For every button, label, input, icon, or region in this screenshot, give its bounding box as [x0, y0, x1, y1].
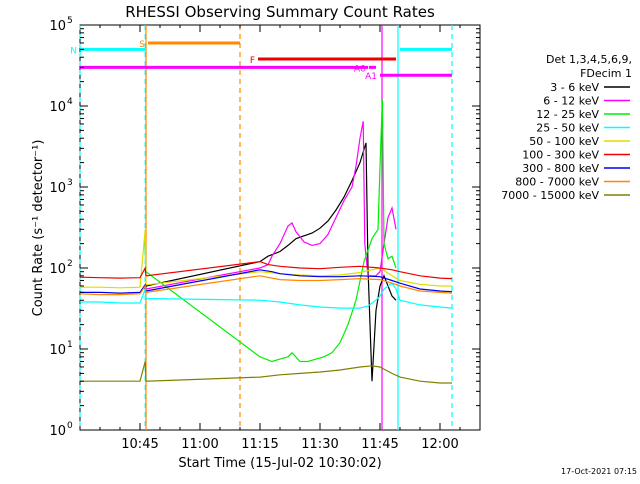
x-tick-label-0: 10:45 [121, 437, 158, 452]
y-tick-label-5: 10 [49, 19, 66, 34]
flag-label-A1: A1 [365, 72, 377, 82]
legend-label-0: 3 - 6 keV [550, 81, 599, 94]
x-tick-label-3: 11:30 [301, 437, 338, 452]
x-tick-label-4: 11:45 [361, 437, 398, 452]
series-line-3 [80, 282, 453, 309]
plot-frame [79, 24, 481, 431]
timestamp: 17-Oct-2021 07:15 [561, 467, 637, 476]
y-tick-exponent-3: 3 [67, 178, 73, 188]
x-tick-label-1: 11:00 [181, 437, 218, 452]
series-line-7 [79, 275, 453, 296]
y-tick-exponent-0: 0 [67, 421, 73, 431]
legend-header-line-2: FDecim 1 [580, 67, 632, 80]
y-tick-exponent-1: 1 [67, 340, 73, 350]
x-tick-label-5: 12:00 [421, 437, 458, 452]
series-line-6 [80, 269, 453, 294]
flag-label-N: N [70, 46, 77, 56]
flag-label-A0: A0 [354, 64, 366, 74]
chart-title: RHESSI Observing Summary Count Rates [125, 3, 435, 21]
y-tick-exponent-4: 4 [67, 97, 73, 107]
y-tick-label-1: 10 [49, 343, 66, 358]
legend-label-3: 25 - 50 keV [536, 122, 599, 135]
y-tick-label-0: 10 [49, 424, 66, 439]
y-axis-label: Count Rate (s⁻¹ detector⁻¹) [31, 140, 46, 317]
flag-label-F: F [250, 56, 255, 66]
legend-label-1: 6 - 12 keV [543, 95, 599, 108]
series-line-5 [79, 260, 453, 280]
x-tick-label-2: 11:15 [241, 437, 278, 452]
y-tick-label-4: 10 [49, 100, 66, 115]
legend-label-2: 12 - 25 keV [536, 108, 599, 121]
legend-label-5: 100 - 300 keV [522, 149, 599, 162]
series-lines [79, 99, 453, 384]
x-axis-label: Start Time (15-Jul-02 10:30:02) [178, 456, 381, 471]
legend-label-7: 800 - 7000 keV [515, 176, 599, 189]
legend-label-8: 7000 - 15000 keV [501, 189, 599, 202]
series-line-8 [80, 361, 452, 384]
y-tick-label-2: 10 [49, 262, 66, 277]
x-axis: 10:45 11:00 11:15 11:30 11:45 12:00 [99, 25, 481, 452]
series-line-2 [144, 99, 397, 363]
series-line-4 [80, 229, 452, 289]
series-line-0 [144, 142, 397, 382]
y-tick-exponent-5: 5 [67, 16, 73, 26]
y-tick-label-3: 10 [49, 181, 66, 196]
flag-label-S: S [139, 40, 145, 50]
legend-header-line-1: Det 1,3,4,5,6,9, [546, 53, 632, 66]
y-tick-exponent-2: 2 [67, 259, 73, 269]
legend-label-6: 300 - 800 keV [522, 162, 599, 175]
legend-label-4: 50 - 100 keV [529, 135, 599, 148]
marker-lines [79, 25, 453, 430]
series-line-1 [144, 121, 397, 293]
